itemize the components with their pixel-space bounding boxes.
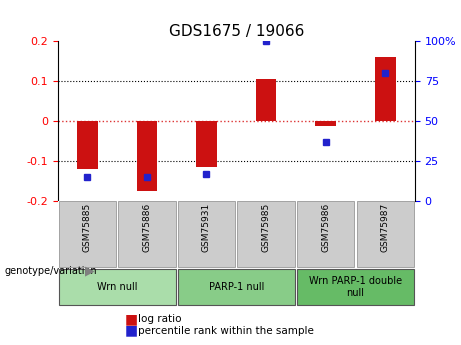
Text: GSM75885: GSM75885 <box>83 203 92 252</box>
Text: percentile rank within the sample: percentile rank within the sample <box>138 326 314 335</box>
Text: GSM75987: GSM75987 <box>381 203 390 252</box>
Bar <box>118 201 176 267</box>
Bar <box>196 121 217 167</box>
Text: Wrn PARP-1 double
null: Wrn PARP-1 double null <box>309 276 402 298</box>
Bar <box>375 57 396 121</box>
Text: ■: ■ <box>124 312 137 326</box>
Title: GDS1675 / 19066: GDS1675 / 19066 <box>169 24 304 39</box>
Bar <box>315 121 336 126</box>
Bar <box>178 269 295 305</box>
Bar <box>237 201 295 267</box>
Bar <box>356 201 414 267</box>
Text: log ratio: log ratio <box>138 314 182 324</box>
Text: ▶: ▶ <box>85 264 95 277</box>
Text: genotype/variation: genotype/variation <box>5 266 97 276</box>
Bar <box>297 269 414 305</box>
Bar <box>297 201 354 267</box>
Bar <box>77 121 98 169</box>
Bar <box>178 201 235 267</box>
Text: GSM75986: GSM75986 <box>321 203 330 252</box>
Bar <box>255 79 277 121</box>
Text: Wrn null: Wrn null <box>97 282 137 292</box>
Text: GSM75931: GSM75931 <box>202 203 211 252</box>
Text: ■: ■ <box>124 324 137 337</box>
Text: GSM75985: GSM75985 <box>261 203 271 252</box>
Bar <box>59 269 176 305</box>
Text: PARP-1 null: PARP-1 null <box>208 282 264 292</box>
Bar <box>136 121 157 191</box>
Bar <box>59 201 116 267</box>
Text: GSM75886: GSM75886 <box>142 203 152 252</box>
